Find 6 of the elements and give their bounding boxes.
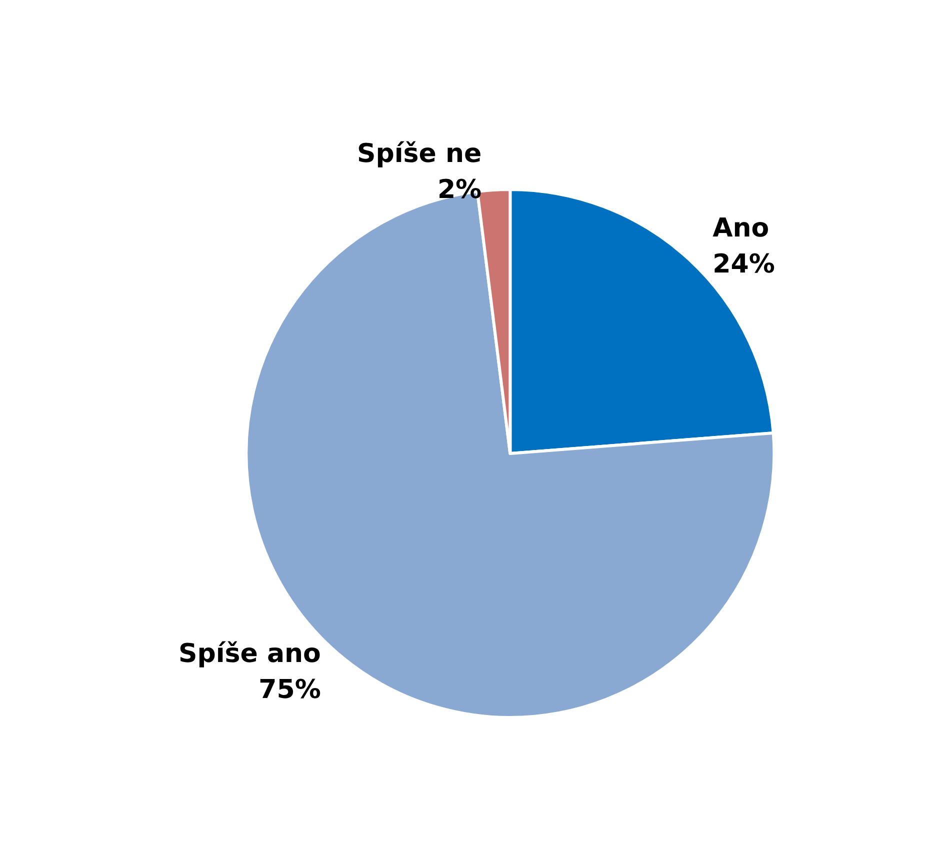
slice-label: Spíše ne: [357, 139, 482, 170]
data-label: 2%: [437, 175, 482, 206]
data-label: 24%: [712, 249, 775, 280]
slice-label: Spíše ano: [178, 639, 321, 670]
data-label: 75%: [258, 675, 321, 706]
slice-label: Ano: [712, 213, 770, 244]
